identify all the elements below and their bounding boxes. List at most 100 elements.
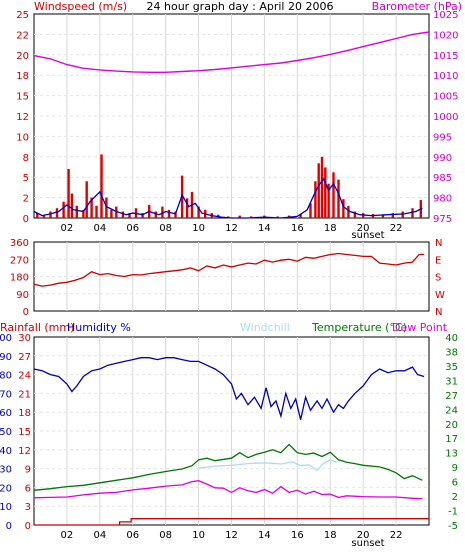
gust-bar [320,156,324,218]
windspeed-tick-label: 5 [23,173,29,184]
hour-tick-label: 16 [291,530,304,541]
direction-compass-label: N [435,307,442,318]
hour-tick-label: 06 [126,530,139,541]
temperature-tick-label: 31 [445,376,458,387]
humidity-tick-label: 60 [0,408,12,419]
wind-series [33,31,430,219]
hour-tick-label: 20 [357,530,370,541]
gust-bar [317,163,320,218]
gust-bar [154,211,157,218]
humidity-tick-label: 100 [0,333,12,344]
hour-tick-label: 02 [61,530,74,541]
gust-bar [62,201,65,218]
rainfall-tick-label: 0 [25,521,31,532]
rainfall-tick-label: 6 [25,483,31,494]
gust-bar [167,209,171,218]
direction-degree-label: 90 [16,290,29,301]
sunset-label-bottom: sunset [351,538,384,549]
hour-tick-label: 22 [390,530,403,541]
rainfall-axis-title: Rainfall (mm) [0,321,74,334]
windspeed-tick-label: 2 [23,194,29,205]
barometer-tick-label: 1015 [433,51,458,62]
humidity-tick-label: 40 [0,446,12,457]
temperature-tick-label: 9 [452,463,458,474]
hour-tick-label: 14 [258,223,271,234]
gust-bar [324,167,327,218]
temperature-tick-label: 6 [452,478,458,489]
temperature-tick-label: 35 [445,362,458,373]
windspeed-line [33,177,423,219]
windspeed-tick-label: 18 [16,71,29,82]
gust-bar [342,199,345,218]
barometer-tick-label: 1000 [433,112,458,123]
rainfall-tick-label: 18 [18,408,31,419]
barometer-tick-label: 975 [433,214,452,225]
gust-bar [347,205,350,218]
barometer-line [33,31,430,74]
gust-bar [327,183,330,218]
hour-tick-label: 18 [324,530,337,541]
temperature-tick-label: 24 [445,405,458,416]
gust-bar [238,215,241,218]
gust-bar [55,208,59,218]
temperature-axis-title: Temperature (°C) [311,321,407,334]
gust-bar [70,193,74,218]
windchill-legend-label: Windchill [240,321,290,334]
gust-bar [75,205,78,218]
hour-tick-label: 08 [159,223,172,234]
temperature-tick-label: 13 [445,449,458,460]
gust-bar [161,206,164,218]
rainfall-tick-label: 15 [18,427,31,438]
gust-bar [197,206,200,218]
hour-tick-label: 02 [61,223,74,234]
gust-bar [121,211,125,218]
dewpoint-legend-label: Dew Point [392,321,448,334]
hour-tick-label: 20 [357,223,370,234]
windspeed-tick-label: 8 [23,153,29,164]
humidity-tick-label: 50 [0,427,12,438]
hour-tick-label: 12 [225,223,238,234]
hour-tick-label: 10 [192,223,205,234]
direction-compass-label: N [435,238,442,249]
hour-tick-label: 22 [390,223,403,234]
gust-bar [115,206,118,218]
temperature-humidity-panel: Rainfall (mm) Humidity % Windchill Tempe… [0,321,458,549]
temperature-line [33,443,423,491]
hour-tick-label: 16 [291,223,304,234]
direction-series [33,252,425,287]
wind-plot-grid [34,14,429,218]
gust-bar [42,215,46,218]
barometer-tick-label: 980 [433,194,452,205]
gust-bar [110,209,113,218]
temperature-tick-label: 27 [445,391,458,402]
temperature-tick-labels: -5 -1 2 6 9 13 17 20 24 27 31 35 38 40 [445,333,458,532]
barometer-tick-label: 1005 [433,92,458,103]
barometer-tick-label: 995 [433,132,452,143]
temperature-tick-label: 17 [445,434,458,445]
barometer-tick-label: 1020 [433,30,458,41]
gust-bar [411,208,414,218]
rainfall-line [34,518,429,526]
wind-barometer-panel: Windspeed (m/s) 24 hour graph day : Apri… [16,0,462,241]
temperature-tick-label: -1 [448,507,458,518]
gust-bar [100,154,103,218]
humidity-tick-label: 20 [0,483,12,494]
rainfall-tick-label: 21 [18,389,31,400]
hour-tick-label: 18 [324,223,337,234]
direction-compass-label: E [435,255,441,266]
windspeed-axis-title: Windspeed (m/s) [34,0,127,13]
windspeed-tick-label: 20 [16,51,29,62]
gust-bar [353,211,357,218]
weather-series [33,357,429,526]
gust-bar [185,198,189,218]
barometer-tick-label: 1010 [433,71,458,82]
rainfall-tick-label: 12 [18,446,31,457]
barometer-tick-labels: 975 980 985 990 995 1000 1005 1010 1015 1020 1025 [433,10,458,225]
sunset-label: sunset [351,230,384,241]
direction-plot-grid [34,242,429,311]
gust-bar [141,213,144,218]
hour-tick-label: 04 [93,530,106,541]
gust-bar [391,213,394,218]
temperature-tick-label: 38 [445,347,458,358]
